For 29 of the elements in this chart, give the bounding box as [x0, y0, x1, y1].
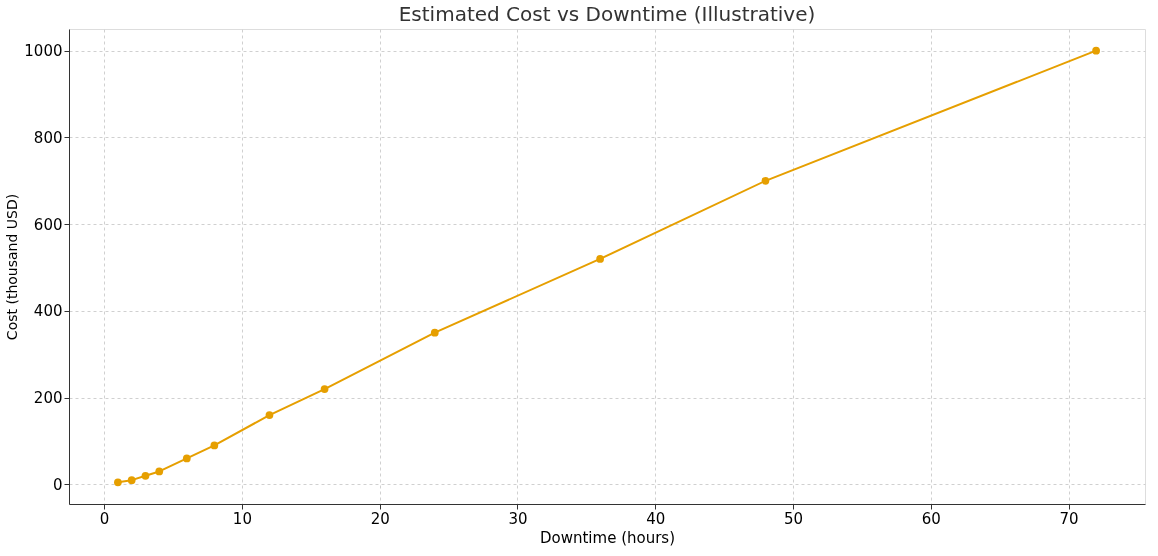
point	[430, 328, 439, 337]
y-tick-label: 600	[33, 215, 63, 234]
y-tick-label: 400	[33, 302, 63, 321]
point	[761, 176, 770, 185]
point	[155, 467, 164, 476]
point	[596, 255, 604, 263]
point	[127, 476, 136, 485]
y-axis-title: Cost (thousand USD)	[4, 193, 21, 341]
x-tick-label: 40	[646, 509, 666, 528]
point	[1092, 46, 1100, 55]
x-tick-label: 0	[99, 509, 110, 528]
x-tick-label: 70	[1059, 509, 1079, 528]
x-tick-label: 20	[370, 509, 390, 528]
x-tick-label: 50	[783, 509, 804, 528]
point	[114, 478, 122, 487]
chart-title: Estimated Cost vs Downtime (Illustrative)	[398, 2, 816, 26]
point	[265, 411, 274, 419]
point	[210, 441, 219, 450]
y-tick-label: 200	[33, 389, 63, 408]
point	[141, 471, 150, 480]
x-axis-title: Downtime (hours)	[539, 528, 676, 547]
x-tick-label: 30	[508, 509, 528, 528]
x-tick-label: 60	[921, 509, 941, 528]
x-tick-label: 10	[232, 509, 252, 528]
point	[182, 454, 191, 463]
y-tick-label: 0	[52, 475, 63, 494]
point	[320, 385, 329, 393]
y-tick-label: 1000	[24, 42, 63, 61]
y-tick-label: 800	[33, 128, 63, 147]
